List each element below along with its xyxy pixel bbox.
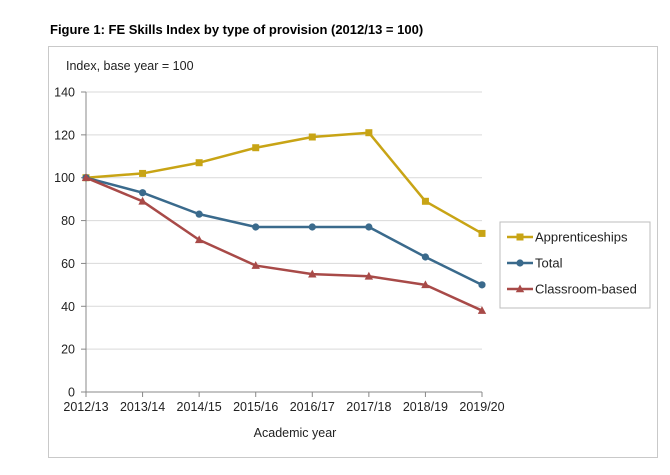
x-tick-label: 2017/18 <box>346 400 391 414</box>
data-point <box>138 189 147 197</box>
legend-marker <box>515 284 525 293</box>
data-point <box>365 129 373 137</box>
data-point <box>252 223 260 231</box>
x-tick-label: 2015/16 <box>233 400 278 414</box>
data-point <box>421 253 430 261</box>
series-line <box>85 176 483 286</box>
y-tick-label: 20 <box>61 343 75 357</box>
data-point <box>477 306 487 314</box>
axes: 0 20 40 60 80 100 120 140 2012/13 2013/14 2014/15 2… <box>54 86 504 415</box>
y-axis-title: Index, base year = 100 <box>66 59 194 73</box>
chart-frame <box>48 46 658 458</box>
grid-lines <box>86 91 482 350</box>
y-tick-label: 0 <box>68 386 75 400</box>
data-point <box>195 159 203 167</box>
data-point <box>308 133 316 141</box>
y-tick-label: 40 <box>61 300 75 314</box>
series-total <box>82 174 486 289</box>
data-point <box>421 197 429 205</box>
data-point <box>138 196 147 205</box>
y-tick-label: 100 <box>54 171 75 185</box>
series-classroom-based <box>81 173 487 314</box>
x-tick-label: 2019/20 <box>459 400 504 414</box>
data-point <box>252 144 260 152</box>
data-point <box>251 261 260 269</box>
series-line <box>85 131 483 235</box>
data-point <box>139 169 147 177</box>
data-point <box>81 173 91 182</box>
y-tick-label: 60 <box>61 257 75 271</box>
y-tick-label: 140 <box>54 86 75 100</box>
data-point <box>308 269 317 278</box>
data-point <box>365 223 373 231</box>
x-tick-label: 2013/14 <box>120 400 165 414</box>
x-tick-label: 2018/19 <box>403 400 448 414</box>
y-tick-label: 120 <box>54 128 75 142</box>
data-point <box>195 210 203 218</box>
legend-marker <box>516 233 524 241</box>
figure-title: Figure 1: FE Skills Index by type of pro… <box>50 22 424 37</box>
data-point <box>478 229 486 237</box>
data-point <box>421 280 430 289</box>
data-point <box>308 223 316 231</box>
x-tick-label: 2016/17 <box>290 400 335 414</box>
data-point <box>478 281 486 289</box>
x-tick-label: 2012/13 <box>63 400 108 414</box>
data-point <box>194 235 204 244</box>
x-axis-title: Academic year <box>254 426 337 440</box>
data-point <box>364 271 374 280</box>
legend-label: Classroom-based <box>535 282 637 297</box>
y-tick-label: 80 <box>61 214 75 228</box>
legend-label: Total <box>535 256 563 271</box>
legend: Apprenticeships Total Classroom-based <box>499 221 651 309</box>
legend-marker <box>516 259 524 267</box>
legend-label: Apprenticeships <box>535 230 628 245</box>
series-line <box>85 176 483 312</box>
series-lines <box>81 129 487 314</box>
x-tick-label: 2014/15 <box>177 400 222 414</box>
